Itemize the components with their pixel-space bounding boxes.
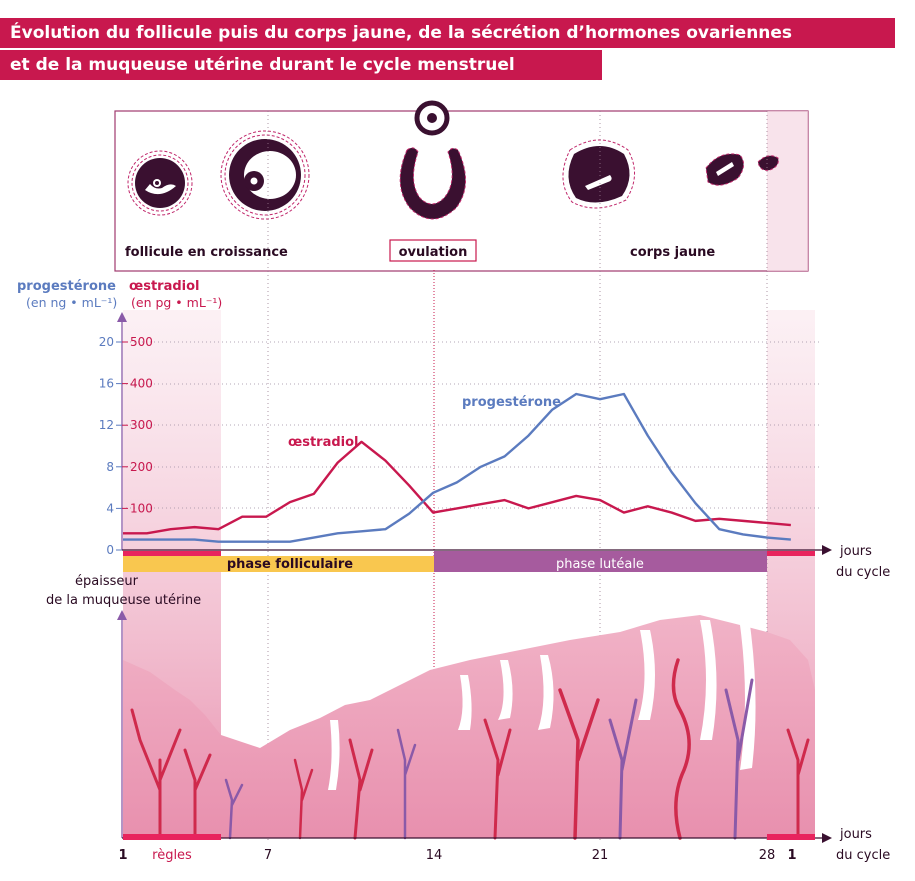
progesterone-series-label: progestérone <box>462 395 561 410</box>
estradiol-series-label: œstradiol <box>288 435 359 450</box>
hormone-x-label-2: du cycle <box>836 565 890 580</box>
progesterone-series-line <box>123 392 791 543</box>
menses-bar-left <box>123 834 221 840</box>
follicle-label: follicule en croissance <box>125 245 288 260</box>
day-guide-lines <box>267 111 768 840</box>
hormone-x-label-1: jours <box>839 544 872 559</box>
hormone-gridlines <box>122 341 820 509</box>
estradiol-ticks: 100 200 300 400 500 <box>122 335 153 515</box>
estradiol-tick-label: 300 <box>130 418 153 432</box>
corpus-luteum-regressing-icon <box>705 153 779 186</box>
menses-bar-right <box>767 834 815 840</box>
progesterone-axis-unit: (en ng • mL⁻¹) <box>26 295 117 310</box>
day-tick-1-next: 1 <box>787 848 796 863</box>
hormone-x-axis-arrow <box>822 545 832 555</box>
spiral-arteries <box>130 658 810 840</box>
estradiol-tick-label: 500 <box>130 335 153 349</box>
progesterone-axis-title: progestérone <box>17 279 116 294</box>
ovulation-label: ovulation <box>399 245 468 260</box>
mucosa-x-axis-arrow <box>822 833 832 843</box>
estradiol-tick-label: 400 <box>130 377 153 391</box>
day-tick-14: 14 <box>426 848 443 863</box>
mucosa-x-label-2: du cycle <box>836 848 890 863</box>
mucosa-y-axis-arrow <box>117 610 127 620</box>
menses-strip-left <box>123 551 221 556</box>
menses-overlap-panel <box>767 111 808 271</box>
progesterone-tick-label: 16 <box>99 377 114 391</box>
progesterone-tick-label: 0 <box>106 543 114 557</box>
phase-luteal-label: phase lutéale <box>556 557 644 572</box>
phase-follicular-label: phase folliculaire <box>227 557 353 572</box>
day-tick-1: 1 <box>118 848 127 863</box>
progesterone-tick-label: 12 <box>99 418 114 432</box>
follicle-large-icon <box>220 130 310 220</box>
mucosa-x-label-1: jours <box>839 827 872 842</box>
phase-luteal-band <box>434 551 767 572</box>
menses-label: règles <box>152 848 192 863</box>
mucosa-y-label-2: de la muqueuse utérine <box>46 593 201 608</box>
mucosa-y-label-1: épaisseur <box>75 574 139 589</box>
day-tick-28: 28 <box>759 848 776 863</box>
title-line-2: et de la muqueuse utérine durant le cycl… <box>0 50 602 80</box>
ovulation-label-box <box>389 239 477 262</box>
estradiol-axis-unit: (en pg • mL⁻¹) <box>131 295 222 310</box>
phase-follicular-band <box>123 556 434 572</box>
progesterone-ticks: 0 4 8 12 16 20 <box>99 335 122 557</box>
menses-strip-right <box>767 551 815 556</box>
hormone-y-axis-arrow <box>117 312 127 322</box>
estradiol-series-line <box>123 440 791 535</box>
progesterone-tick-label: 4 <box>106 501 114 515</box>
corpus-luteum-icon <box>562 139 635 209</box>
follicle-small-icon <box>127 150 193 216</box>
day-tick-21: 21 <box>592 848 609 863</box>
day-tick-7: 7 <box>264 848 272 863</box>
ovulation-icon <box>399 100 467 220</box>
progesterone-tick-label: 8 <box>106 460 114 474</box>
estradiol-tick-label: 100 <box>130 501 153 515</box>
estradiol-axis-title: œstradiol <box>129 279 200 294</box>
title-line-1: Évolution du follicule puis du corps jau… <box>0 18 895 48</box>
estradiol-tick-label: 200 <box>130 460 153 474</box>
day-ticks: 1 7 14 21 28 1 <box>118 848 796 863</box>
progesterone-tick-label: 20 <box>99 335 114 349</box>
corpus-luteum-label: corps jaune <box>630 245 715 260</box>
